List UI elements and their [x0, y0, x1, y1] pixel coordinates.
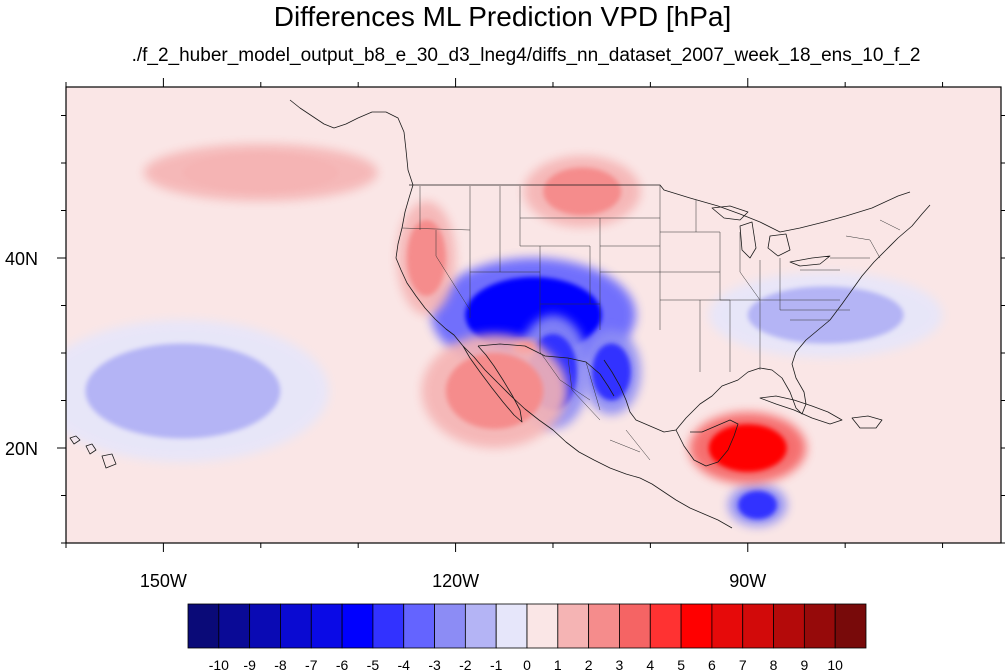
- state-borders: [401, 185, 901, 372]
- colorbar-swatch: [680, 603, 713, 649]
- map-subtitle: ./f_2_huber_model_output_b8_e_30_d3_lneg…: [131, 45, 921, 66]
- california-coast-positive-core: [406, 220, 446, 296]
- colorbar-level-label: -8: [274, 657, 287, 672]
- alaska-coastline: [289, 99, 414, 186]
- colorbar-swatch: [187, 603, 220, 649]
- north-america-west-coastline: [395, 184, 733, 529]
- colorbar-swatch: [495, 603, 528, 649]
- cuba-outline: [759, 395, 843, 425]
- colorbar-level-label: -10: [209, 657, 229, 672]
- colorbar-swatch: [619, 603, 651, 649]
- colorbar-swatch: [526, 603, 559, 649]
- colorbar-swatch: [372, 603, 405, 649]
- lat-tick-label: 20N: [5, 439, 38, 459]
- colorbar-level-label: -2: [459, 657, 472, 672]
- mexico-interior-lines: [539, 351, 651, 461]
- map-plot-area: [66, 87, 1001, 543]
- colorbar-level-label: 4: [646, 657, 654, 672]
- field-feature-southeast-us-negative: [708, 272, 943, 358]
- great-lakes-outline: [711, 205, 831, 267]
- colorbar-level-label: -4: [398, 657, 411, 672]
- colorbar-level-label: 10: [827, 657, 843, 672]
- colorbar-level-label: 3: [616, 657, 624, 672]
- colorbar-swatch: [403, 603, 435, 649]
- colorbar-level-label: 2: [585, 657, 593, 672]
- pacific-negative-core: [85, 343, 281, 439]
- lon-tick-label: 150W: [140, 571, 187, 591]
- colorbar-level-label: 9: [800, 657, 808, 672]
- colorbar-swatch: [464, 603, 497, 649]
- lon-tick-label: 90W: [729, 571, 766, 591]
- southeast-us-negative-core: [747, 286, 904, 344]
- state-lines-west: [401, 186, 660, 352]
- yucatan-positive-core: [708, 424, 787, 472]
- map-boundaries: [69, 99, 931, 529]
- field-feature-rockies-positive: [523, 155, 641, 228]
- field-feature-california-coast-positive: [397, 201, 456, 315]
- colorbar-level-label: -5: [367, 657, 380, 672]
- colorbar-level-label: -6: [336, 657, 349, 672]
- yucatan-outline: [675, 419, 739, 467]
- colorbar-level-label: -3: [428, 657, 441, 672]
- colorbar-level-label: 1: [554, 657, 562, 672]
- colorbar-level-label: 0: [523, 657, 531, 672]
- colorbar-level-label: -1: [490, 657, 503, 672]
- mexico-state-borders: [539, 351, 651, 461]
- vpd-difference-field: [66, 144, 943, 527]
- colorbar-swatch: [341, 603, 374, 649]
- field-feature-yucatan-positive: [689, 412, 807, 484]
- colorbar-swatch: [249, 603, 281, 649]
- map-axis-labels: 150W 120W 90W 40N 20N: [5, 249, 766, 591]
- colorbar-swatch: [310, 603, 343, 649]
- colorbar-level-label: -9: [243, 657, 256, 672]
- colorbar-swatch: [649, 603, 682, 649]
- colorbar-level-label: 7: [739, 657, 747, 672]
- baja-california-outline: [462, 345, 523, 423]
- colorbar-swatch: [711, 603, 744, 649]
- hawaii-outline: [69, 435, 117, 469]
- central-america-negative-core: [738, 490, 777, 520]
- map-title: Differences ML Prediction VPD [hPa]: [273, 1, 732, 32]
- lon-tick-label: 120W: [432, 571, 479, 591]
- colorbar-level-label: 8: [770, 657, 778, 672]
- state-lines-central: [599, 185, 731, 372]
- rockies-positive-core: [543, 167, 622, 216]
- colorbar-swatch: [434, 603, 466, 649]
- us-canada-border: [409, 184, 911, 233]
- field-feature-pacific-northwest-positive: [143, 144, 378, 201]
- lat-tick-label: 40N: [5, 249, 38, 269]
- field-feature-central-america-negative: [728, 483, 787, 527]
- pacific-northwest-positive-core: [182, 153, 339, 192]
- state-lines-east: [720, 219, 901, 370]
- field-feature-mexico-plateau-negative: [582, 329, 641, 415]
- colorbar-swatch: [773, 603, 805, 649]
- colorbar-swatch: [742, 603, 774, 649]
- map-ticks: [57, 78, 1005, 552]
- colorbar-swatch: [588, 603, 620, 649]
- mexico-plateau-negative-core: [591, 343, 631, 401]
- colorbar-swatch: [280, 603, 312, 649]
- colorbar-swatch: [557, 603, 590, 649]
- colorbar-swatch: [218, 603, 251, 649]
- colorbar-level-label: -7: [305, 657, 318, 672]
- hispaniola-outline: [851, 415, 883, 429]
- colorbar-swatch: [803, 603, 836, 649]
- map-frame: [65, 86, 1002, 544]
- colorbar-level-label: 5: [677, 657, 685, 672]
- colorbar-level-label: 6: [708, 657, 716, 672]
- field-feature-pacific-negative: [66, 319, 329, 463]
- colorbar: -10 -9 -8 -7 -6 -5 -4 -3 -2 -1 0 1 2 3 4 5 6 7 8 9 10: [187, 603, 867, 672]
- colorbar-swatch: [834, 603, 867, 649]
